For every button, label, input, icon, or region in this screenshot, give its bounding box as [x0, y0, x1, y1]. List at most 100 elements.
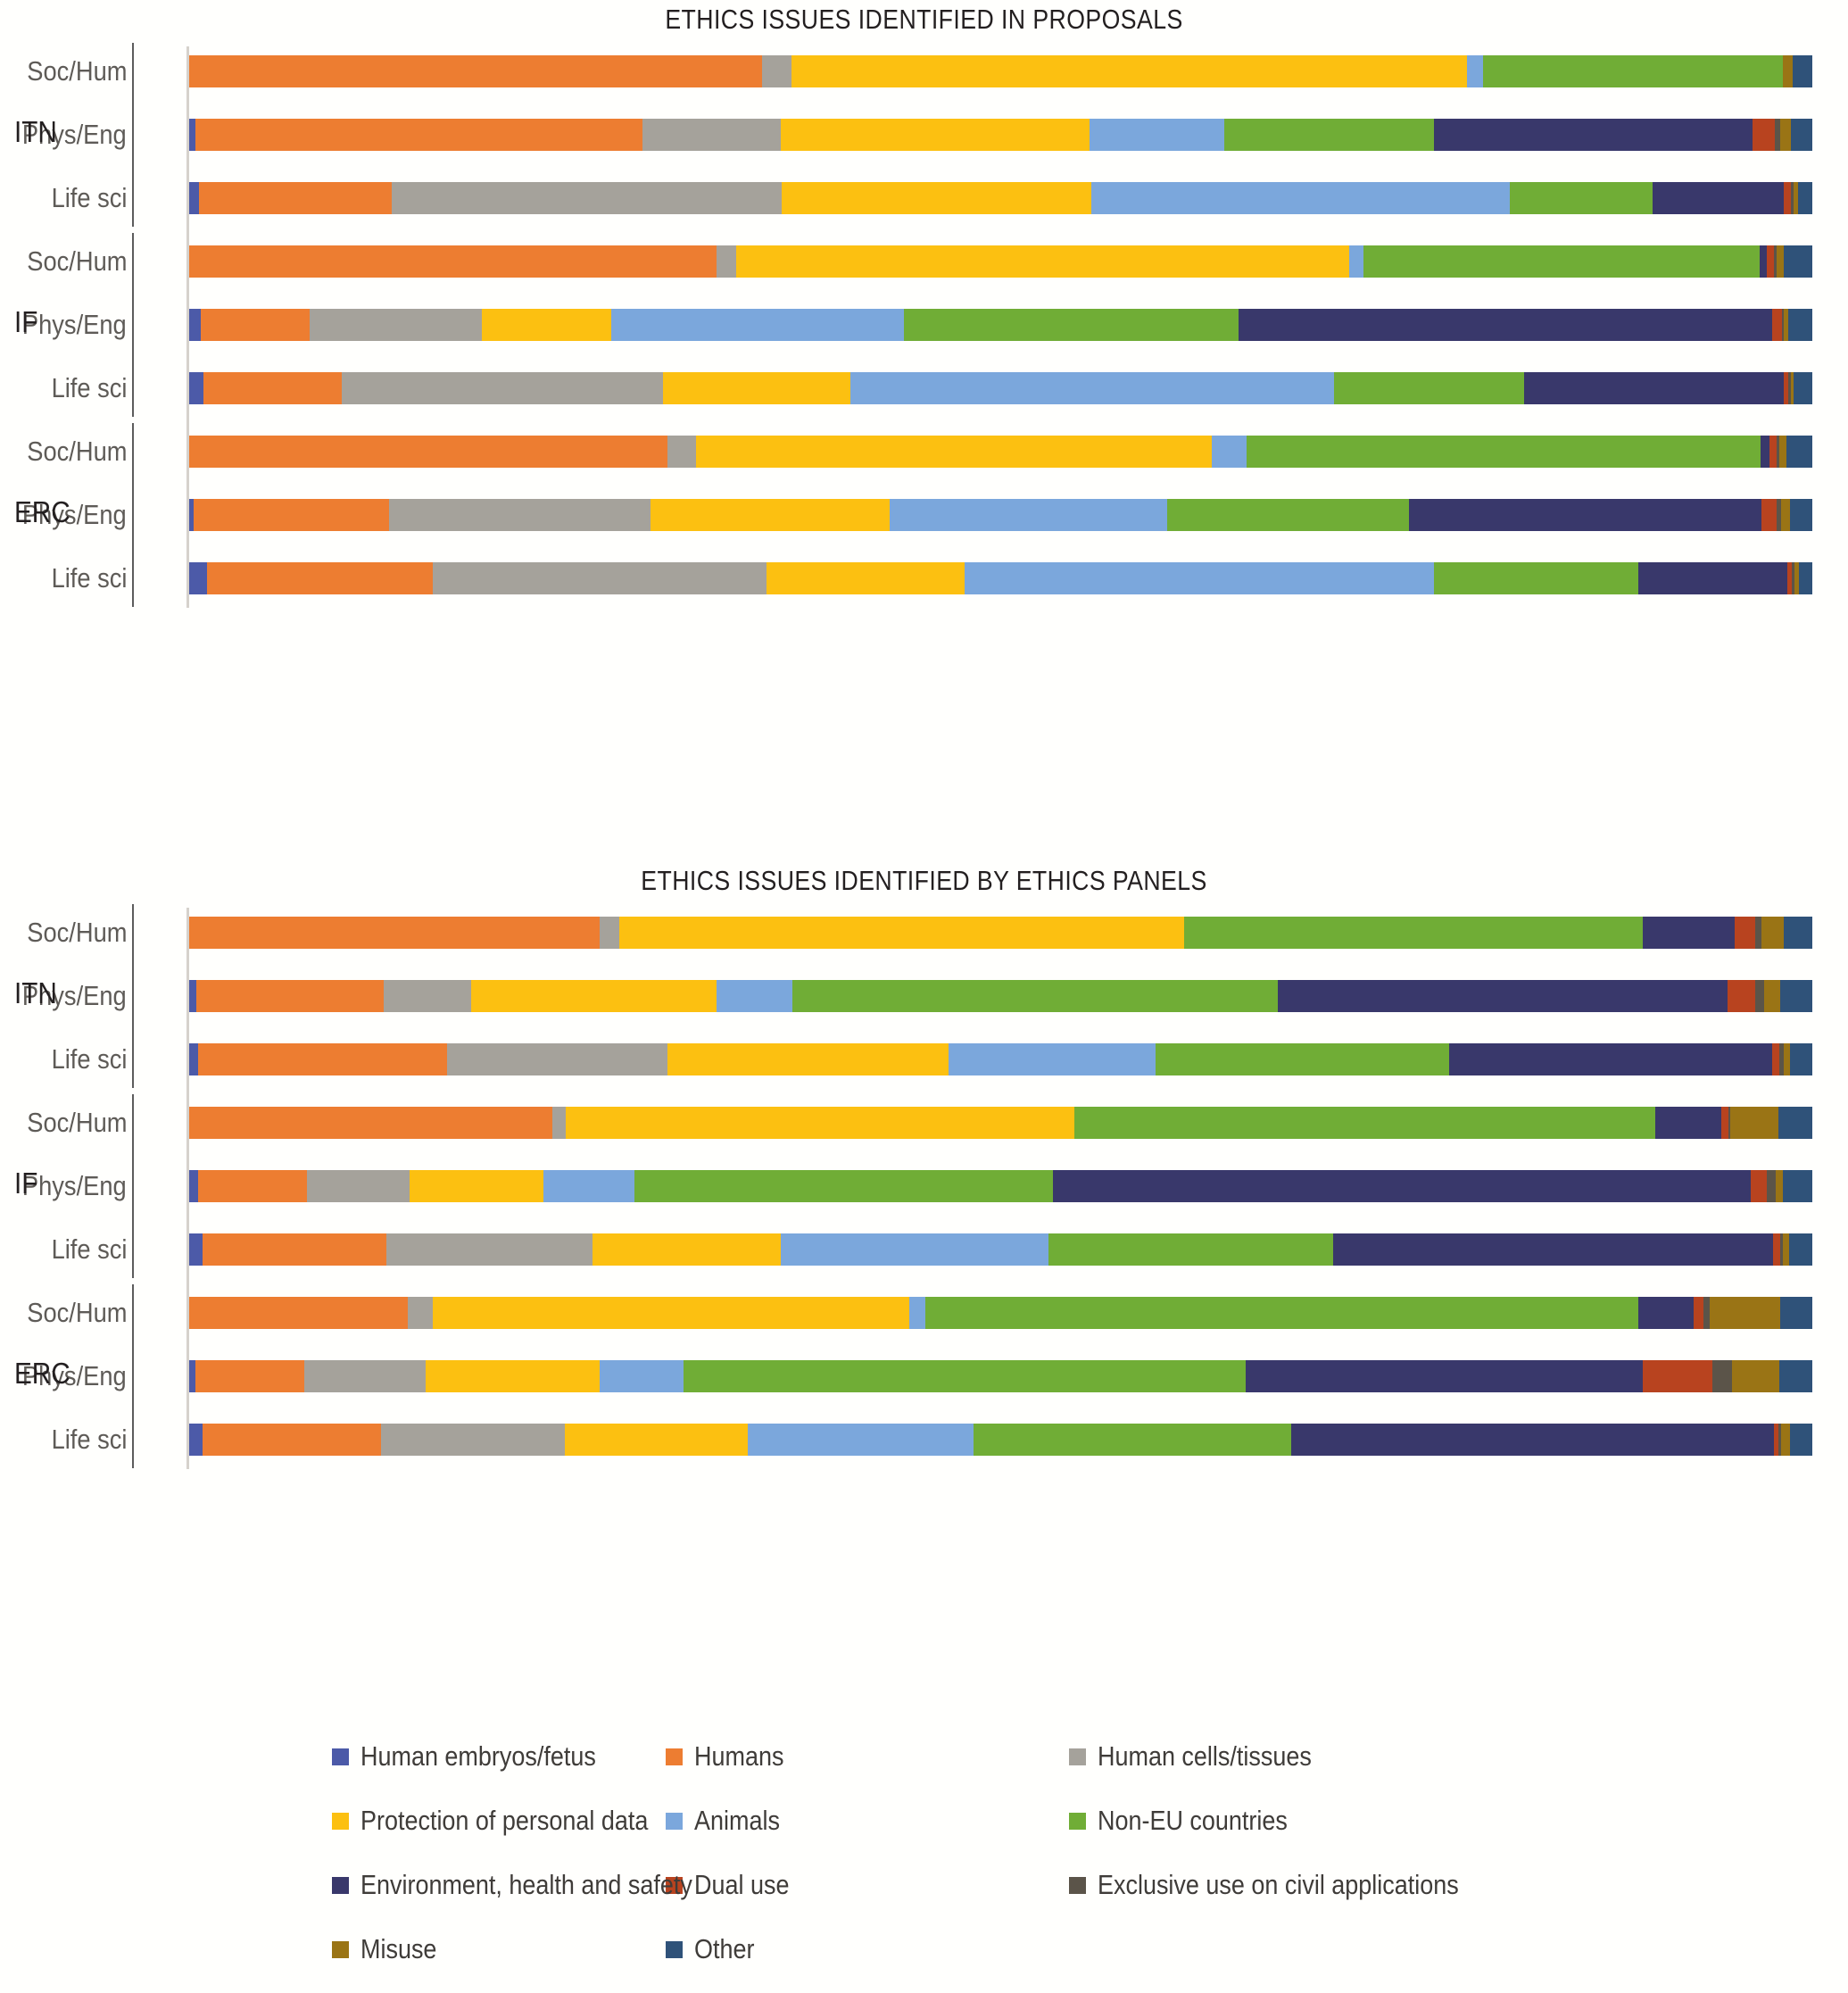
bar-segment [189, 119, 195, 151]
bar-row: Phys/Eng [0, 980, 1848, 1012]
stacked-bar [189, 562, 1812, 594]
stacked-bar [189, 309, 1812, 341]
group-label: IF [14, 305, 38, 338]
stacked-bar [189, 1424, 1812, 1456]
bar-segment [762, 55, 791, 87]
legend-item[interactable]: Protection of personal data [332, 1805, 666, 1837]
chart-title-proposals: ETHICS ISSUES IDENTIFIED IN PROPOSALS [665, 4, 1183, 35]
legend-swatch-icon [666, 1748, 683, 1765]
bar-segment [1793, 55, 1812, 87]
legend-item[interactable]: Misuse [332, 1933, 666, 1965]
bar-segment [207, 562, 433, 594]
bar-segment [1798, 562, 1812, 594]
bar-segment [426, 1360, 600, 1392]
legend-item[interactable]: Non-EU countries [1069, 1805, 1316, 1837]
bar-segment [1789, 1424, 1812, 1456]
bar-row-label: Life sci [51, 1043, 127, 1075]
bar-segment [1779, 980, 1812, 1012]
bar-segment [388, 499, 651, 531]
bar-segment [1777, 499, 1782, 531]
bar-segment [384, 980, 471, 1012]
bar-segment [1166, 499, 1409, 531]
bar-segment [481, 309, 612, 341]
legend-item[interactable]: Animals [666, 1805, 1069, 1837]
bar-segment [1655, 1107, 1722, 1139]
bar-segment [1482, 55, 1784, 87]
bar-row: Life sci [0, 1043, 1848, 1075]
legend-item[interactable]: Dual use [666, 1869, 1069, 1901]
bar-segment [1754, 917, 1762, 949]
y-axis-line [186, 908, 189, 1469]
bar-segment [1793, 372, 1812, 404]
group-label: ITN [14, 115, 57, 148]
bar-segment [1779, 1360, 1812, 1392]
bar-segment [948, 1043, 1156, 1075]
legend-label: Animals [694, 1805, 780, 1836]
bar-segment [766, 562, 965, 594]
bar-segment [189, 436, 667, 468]
bar-segment [543, 1170, 635, 1202]
bar-segment [1788, 309, 1812, 341]
bar-segment [1778, 1424, 1781, 1456]
bar-segment [1754, 980, 1764, 1012]
bar-segment [189, 1297, 408, 1329]
bar-segment [1774, 119, 1781, 151]
bar-row-label: Life sci [51, 182, 127, 213]
bar-row-label: Life sci [51, 372, 127, 403]
bar-segment [471, 980, 717, 1012]
group-bracket-line [132, 233, 134, 417]
legend-item[interactable]: Other [666, 1933, 1069, 1965]
stacked-bar [189, 436, 1812, 468]
bar-segment [1349, 245, 1364, 278]
bar-segment [1434, 119, 1753, 151]
bar-segment [1778, 436, 1786, 468]
bar-segment [1751, 1170, 1767, 1202]
legend-item[interactable]: Environment, health and safety [332, 1869, 692, 1901]
bar-segment [1783, 917, 1812, 949]
bar-segment [1637, 1297, 1695, 1329]
bar-segment [1783, 372, 1789, 404]
chart-title-panels: ETHICS ISSUES IDENTIFIED BY ETHICS PANEL… [641, 865, 1207, 896]
legend-label: Dual use [694, 1869, 790, 1900]
bar-segment [307, 1170, 410, 1202]
stacked-bar [189, 499, 1812, 531]
bar-segment [1772, 1043, 1779, 1075]
bar-segment [1790, 182, 1794, 214]
bar-segment [432, 562, 767, 594]
bar-segment [1792, 562, 1794, 594]
stacked-bar [189, 1043, 1812, 1075]
bar-segment [716, 980, 792, 1012]
stacked-bar [189, 1297, 1812, 1329]
bar-segment [203, 1424, 382, 1456]
bar-segment [1247, 436, 1761, 468]
bar-row-label: Life sci [51, 562, 127, 594]
bar-segment [1779, 1233, 1783, 1266]
legend-label: Other [694, 1933, 755, 1964]
plot-area-proposals: Soc/Hum Phys/Eng Life sci Soc/Hum Phys/Eng Li… [0, 43, 1848, 618]
bar-row-label: Soc/Hum [26, 55, 127, 87]
legend-swatch-icon [332, 1812, 349, 1830]
bar-segment [195, 980, 385, 1012]
legend-item[interactable]: Human embryos/fetus [332, 1740, 666, 1773]
stacked-bar [189, 1170, 1812, 1202]
legend-row: Environment, health and safety Dual use Ex… [0, 1864, 1848, 1906]
legend-swatch-icon [1069, 1876, 1086, 1894]
bar-segment [1721, 1107, 1728, 1139]
bar-segment [193, 499, 389, 531]
bar-segment [1731, 1360, 1780, 1392]
stacked-bar [189, 980, 1812, 1012]
bar-segment [904, 309, 1239, 341]
legend-row: Protection of personal data Animals Non-EU… [0, 1800, 1848, 1841]
stacked-bar [189, 1107, 1812, 1139]
bar-segment [1761, 917, 1784, 949]
legend-item[interactable]: Exclusive use on civil applications [1069, 1869, 1512, 1901]
bar-segment [1710, 1297, 1780, 1329]
group-bracket-line [132, 423, 134, 607]
bar-segment [1642, 917, 1736, 949]
legend-label: Exclusive use on civil applications [1098, 1869, 1459, 1900]
bar-row: Soc/Hum [0, 55, 1848, 87]
legend-item[interactable]: Humans [666, 1740, 1069, 1773]
legend-item[interactable]: Human cells/tissues [1069, 1740, 1344, 1773]
bar-segment [189, 1107, 553, 1139]
legend-swatch-icon [332, 1876, 349, 1894]
